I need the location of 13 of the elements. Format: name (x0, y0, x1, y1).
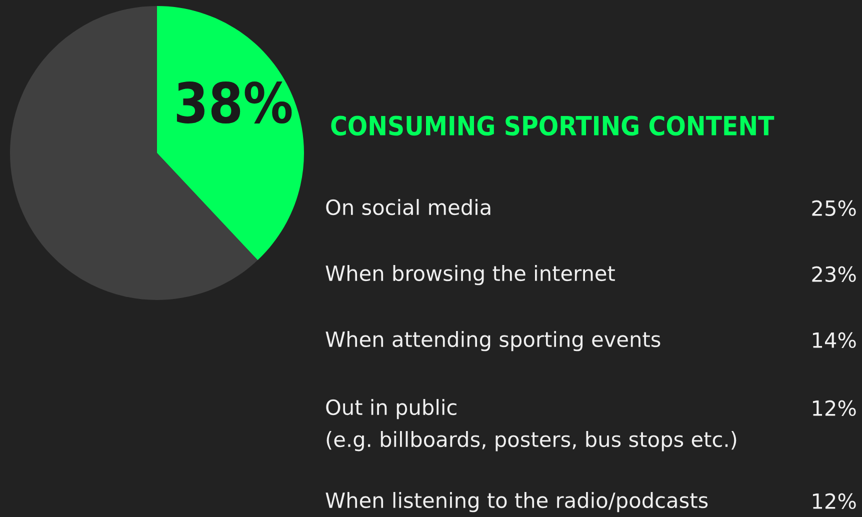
data-label: 25% (812, 200, 856, 216)
pie-slice (157, 6, 304, 260)
category-label: When attending sporting events (326, 331, 660, 352)
data-label: 12% (812, 493, 856, 510)
data-label: 14% (812, 332, 856, 348)
data-label: 12% (812, 400, 856, 416)
category-label: On social media (326, 199, 490, 216)
text: CONSUMING SPORTING CONTENT (331, 116, 774, 136)
data-label: 23% (812, 266, 856, 282)
category-label: When browsing the internet (326, 265, 615, 286)
category-label: Out in public (e.g. billboards, posters, bus stops etc.) (326, 399, 736, 452)
category-label: When listening to the radio/podcasts (326, 492, 708, 512)
data-label: 38% (176, 82, 292, 124)
